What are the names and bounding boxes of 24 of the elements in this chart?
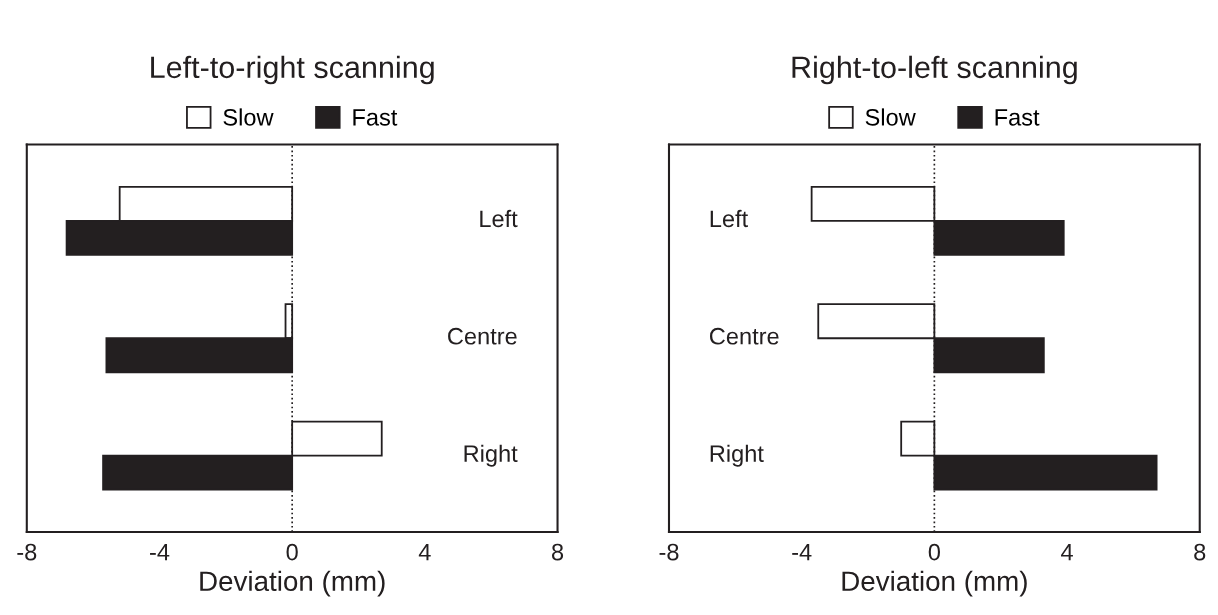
x-tick-label: 4 bbox=[1061, 543, 1073, 561]
x-axis-title: Deviation (mm) bbox=[842, 570, 1027, 597]
x-tick-label: -4 bbox=[150, 543, 170, 561]
x-tick-label: 8 bbox=[1194, 543, 1206, 561]
y-tick-label: Left bbox=[480, 209, 518, 228]
x-axis-title: Deviation (mm) bbox=[200, 570, 385, 597]
y-tick-label: Centre bbox=[710, 327, 779, 345]
x-tick-label: 8 bbox=[552, 543, 564, 561]
chart-title: Right-to-left scanning bbox=[792, 55, 1077, 85]
x-tick-label: -8 bbox=[659, 543, 679, 561]
y-tick-label: Right bbox=[464, 444, 518, 467]
x-tick-label: 0 bbox=[286, 543, 298, 561]
y-tick-label: Right bbox=[710, 444, 764, 467]
legend-label: Fast bbox=[353, 109, 398, 126]
x-tick-label: 0 bbox=[928, 543, 940, 561]
legend-label: Slow bbox=[223, 108, 274, 126]
y-tick-label: Centre bbox=[448, 327, 517, 345]
chart-title: Left-to-right scanning bbox=[151, 55, 434, 85]
legend-label: Slow bbox=[865, 108, 916, 126]
x-tick-label: -8 bbox=[17, 543, 37, 561]
legend-label: Fast bbox=[995, 109, 1040, 126]
x-tick-label: 4 bbox=[418, 543, 431, 561]
y-tick-label: Left bbox=[710, 209, 748, 228]
x-tick-label: -4 bbox=[792, 543, 812, 561]
